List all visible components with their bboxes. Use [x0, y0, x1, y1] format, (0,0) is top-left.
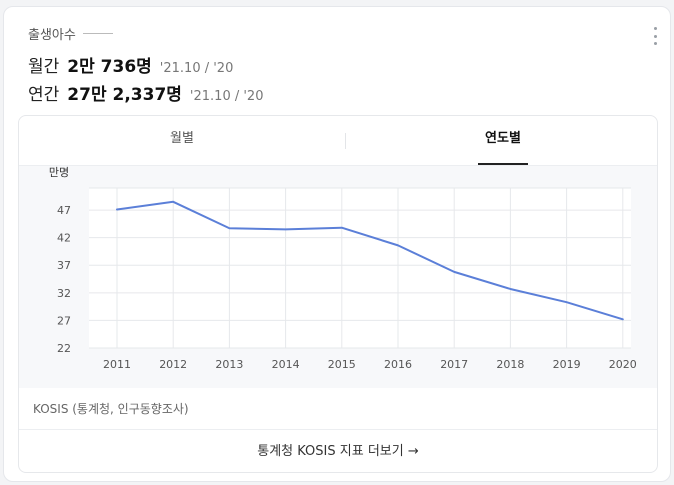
data-point	[565, 300, 569, 304]
y-tick-label: 27	[57, 314, 71, 327]
yearly-stat: 연간 27만 2,337명 '21.10 / '20	[28, 80, 263, 105]
monthly-value: 2만 736명	[67, 57, 152, 77]
kosis-more-link[interactable]: 통계청 KOSIS 지표 더보기 →	[19, 431, 657, 472]
x-tick-label: 2011	[103, 358, 131, 371]
data-point	[115, 208, 119, 212]
data-point	[284, 227, 288, 231]
tab-monthly-label: 월별	[170, 131, 194, 146]
active-tab-underline	[478, 163, 528, 165]
y-axis-unit-label: 만명	[49, 166, 69, 179]
y-tick-label: 22	[57, 342, 71, 355]
y-tick-label: 47	[57, 204, 71, 217]
x-tick-label: 2020	[609, 358, 637, 371]
x-tick-label: 2013	[215, 358, 243, 371]
card-title: 출생아수	[28, 28, 76, 43]
tab-yearly-label: 연도별	[485, 131, 521, 146]
chart-tabs: 월별 연도별	[19, 116, 657, 166]
plot-area: 22 27 32 37 42 47 만명 2011 2012 2013 2014 2015 2016 20…	[19, 166, 657, 388]
tab-divider	[345, 133, 346, 149]
data-source: KOSIS (통계청, 인구동향조사)	[19, 388, 657, 430]
tab-yearly[interactable]: 연도별	[478, 116, 528, 165]
data-point	[340, 226, 344, 230]
y-tick-label: 32	[57, 287, 71, 300]
series-line	[116, 200, 624, 321]
x-tick-label: 2014	[272, 358, 300, 371]
data-point	[452, 270, 456, 274]
y-tick-label: 37	[57, 259, 71, 272]
arrow-right-icon: →	[407, 444, 419, 459]
tab-monthly[interactable]: 월별	[19, 116, 345, 165]
yearly-value: 27만 2,337명	[67, 85, 182, 105]
data-point	[508, 287, 512, 291]
data-point	[396, 243, 400, 247]
x-tick-label: 2019	[553, 358, 581, 371]
x-tick-label: 2016	[384, 358, 412, 371]
x-tick-label: 2018	[496, 358, 524, 371]
birth-stat-card: 출생아수 월간 2만 736명 '21.10 / '20 연간 27만 2,33…	[3, 6, 671, 482]
plot-background	[89, 188, 631, 348]
yearly-label: 연간	[28, 85, 60, 105]
more-options-icon[interactable]	[652, 27, 658, 45]
data-point	[621, 317, 625, 321]
kosis-more-label: 통계청 KOSIS 지표 더보기	[257, 444, 404, 459]
monthly-label: 월간	[28, 57, 60, 77]
x-tick-label: 2015	[328, 358, 356, 371]
data-point	[171, 200, 175, 204]
x-tick-label: 2017	[440, 358, 468, 371]
title-divider	[82, 33, 113, 34]
monthly-period: '21.10 / '20	[159, 61, 234, 76]
data-point	[227, 226, 231, 230]
card-topic: 출생아수	[28, 24, 113, 43]
monthly-stat: 월간 2만 736명 '21.10 / '20	[28, 52, 233, 77]
chart-panel: 월별 연도별 22 27 32 37 42 47 만명 2011 2012 2013 2014 201…	[18, 115, 658, 473]
x-tick-label: 2012	[159, 358, 187, 371]
y-tick-label: 42	[57, 232, 71, 245]
yearly-period: '21.10 / '20	[189, 89, 264, 104]
line-chart: 22 27 32 37 42 47 만명 2011 2012 2013 2014 2015 2016 20…	[49, 166, 637, 371]
